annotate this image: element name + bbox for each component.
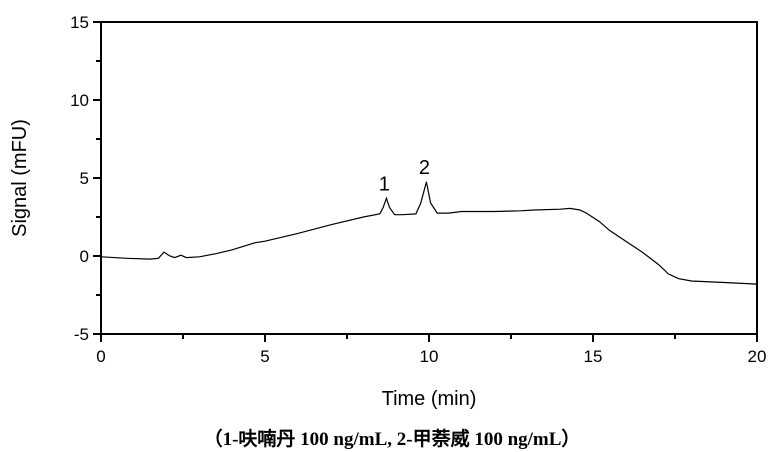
- y-tick-label: 0: [80, 247, 89, 266]
- x-tick-label: 20: [748, 347, 767, 366]
- x-tick-label: 5: [260, 347, 269, 366]
- chromatogram-chart: 0 5 10 15 20 -5 0 5 10 15 1 2 Time (min) Signal (m…: [9, 13, 767, 410]
- x-tick-label: 10: [420, 347, 439, 366]
- figure-caption: （1-呋喃丹 100 ng/mL, 2-甲萘威 100 ng/mL）: [203, 429, 581, 450]
- x-tick-label: 0: [96, 347, 105, 366]
- plot-frame: [100, 21, 758, 335]
- signal-trace: [100, 181, 758, 285]
- y-tick-label: 10: [70, 91, 89, 110]
- peak-label: 2: [419, 157, 430, 179]
- x-axis-title: Time (min): [382, 388, 477, 410]
- y-tick-label: 5: [80, 169, 89, 188]
- y-tick-label: 15: [70, 13, 89, 32]
- peak-label: 1: [379, 173, 390, 195]
- x-tick-label: 15: [584, 347, 603, 366]
- y-tick-label: -5: [74, 325, 89, 344]
- y-axis-title: Signal (mFU): [9, 119, 31, 237]
